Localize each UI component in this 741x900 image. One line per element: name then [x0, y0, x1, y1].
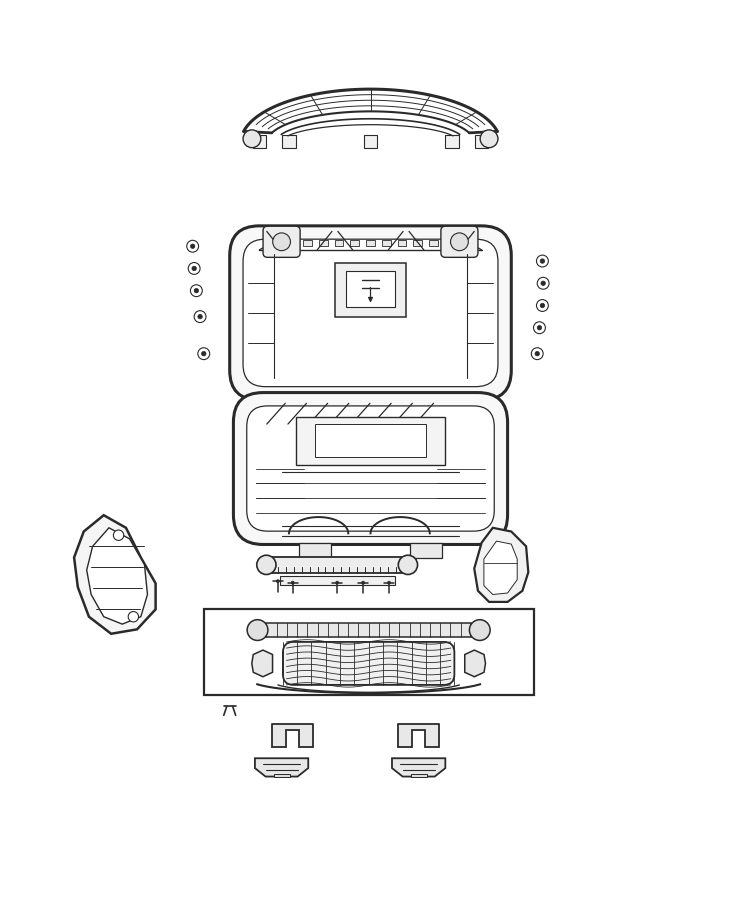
- Circle shape: [198, 347, 210, 360]
- Circle shape: [541, 281, 545, 285]
- Circle shape: [536, 255, 548, 267]
- Circle shape: [202, 351, 206, 356]
- Polygon shape: [255, 759, 308, 777]
- FancyBboxPatch shape: [441, 226, 478, 257]
- FancyBboxPatch shape: [247, 406, 494, 531]
- Circle shape: [537, 326, 542, 330]
- Circle shape: [388, 581, 391, 584]
- Circle shape: [540, 303, 545, 308]
- Bar: [273, 774, 290, 777]
- Bar: [410, 543, 442, 558]
- Bar: [319, 239, 328, 247]
- Circle shape: [247, 620, 268, 641]
- Circle shape: [531, 347, 543, 360]
- FancyBboxPatch shape: [283, 642, 454, 685]
- Circle shape: [194, 289, 199, 293]
- Circle shape: [273, 233, 290, 251]
- Polygon shape: [392, 759, 445, 777]
- Polygon shape: [484, 541, 517, 595]
- Bar: [315, 424, 426, 457]
- Polygon shape: [252, 650, 273, 677]
- Circle shape: [192, 266, 196, 271]
- Circle shape: [536, 300, 548, 311]
- Bar: [253, 135, 266, 148]
- FancyBboxPatch shape: [263, 226, 300, 257]
- Circle shape: [480, 130, 498, 148]
- Bar: [397, 239, 406, 247]
- Polygon shape: [87, 527, 147, 624]
- Circle shape: [190, 244, 195, 248]
- Circle shape: [534, 322, 545, 334]
- Circle shape: [469, 620, 490, 641]
- FancyBboxPatch shape: [243, 239, 498, 387]
- Circle shape: [451, 233, 468, 251]
- Bar: [350, 239, 359, 247]
- Circle shape: [187, 240, 199, 252]
- Polygon shape: [74, 515, 156, 634]
- Bar: [335, 264, 406, 317]
- Circle shape: [362, 581, 365, 584]
- Bar: [364, 135, 377, 148]
- Circle shape: [336, 581, 339, 584]
- Bar: [366, 239, 375, 247]
- Bar: [290, 399, 317, 415]
- Bar: [296, 417, 445, 464]
- Circle shape: [243, 130, 261, 148]
- Bar: [267, 624, 471, 636]
- FancyBboxPatch shape: [230, 226, 511, 400]
- Circle shape: [188, 263, 200, 274]
- Circle shape: [257, 555, 276, 574]
- Bar: [475, 135, 488, 148]
- Bar: [299, 543, 331, 558]
- Circle shape: [113, 530, 124, 540]
- Bar: [303, 239, 312, 247]
- Circle shape: [291, 581, 294, 584]
- Bar: [411, 774, 427, 777]
- Bar: [382, 239, 391, 247]
- Polygon shape: [465, 650, 485, 677]
- Bar: [429, 239, 438, 247]
- Circle shape: [537, 277, 549, 289]
- Bar: [282, 135, 296, 148]
- Bar: [273, 557, 402, 573]
- Circle shape: [194, 310, 206, 322]
- FancyBboxPatch shape: [233, 392, 508, 544]
- Circle shape: [128, 611, 139, 622]
- Bar: [334, 239, 343, 247]
- Polygon shape: [474, 527, 528, 602]
- Polygon shape: [273, 724, 313, 747]
- Bar: [280, 576, 395, 585]
- Circle shape: [540, 259, 545, 264]
- Circle shape: [190, 284, 202, 297]
- Polygon shape: [399, 724, 439, 747]
- Bar: [424, 399, 451, 415]
- Bar: [346, 272, 395, 307]
- Circle shape: [399, 555, 418, 574]
- Circle shape: [276, 580, 279, 582]
- Bar: [445, 135, 459, 148]
- Circle shape: [535, 351, 539, 356]
- Bar: [204, 609, 534, 695]
- Circle shape: [198, 314, 202, 319]
- Bar: [413, 239, 422, 247]
